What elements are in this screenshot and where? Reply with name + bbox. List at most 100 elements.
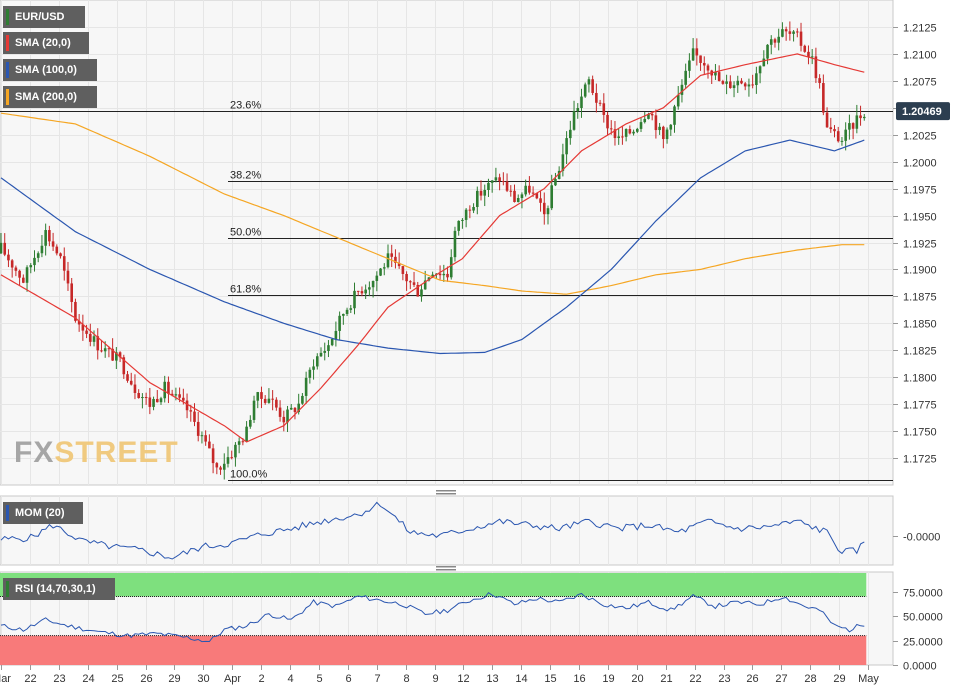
candle-body bbox=[457, 220, 460, 231]
candle-body bbox=[92, 336, 96, 342]
y-tick-label: 1.2075 bbox=[903, 77, 937, 89]
candle-body bbox=[122, 357, 126, 375]
candle-body bbox=[167, 381, 170, 394]
candle-body bbox=[773, 39, 777, 43]
candle-body bbox=[315, 356, 319, 367]
x-tick-label: 24 bbox=[82, 673, 94, 685]
x-tick-label: 29 bbox=[833, 673, 845, 685]
legend-sma100-label: SMA (100,0) bbox=[15, 64, 77, 76]
candle-body bbox=[394, 256, 397, 263]
candle-body bbox=[550, 185, 554, 209]
candle-body bbox=[591, 79, 594, 93]
candle-body bbox=[669, 124, 673, 130]
x-tick-label: 8 bbox=[403, 673, 409, 685]
candle-body bbox=[144, 397, 148, 399]
candle-body bbox=[412, 282, 416, 285]
legend-rsi[interactable]: RSI (14,70,30,1) bbox=[3, 578, 115, 600]
candle-body bbox=[643, 118, 647, 123]
candle-body bbox=[475, 190, 479, 207]
rsi-tick-label: 0.0000 bbox=[903, 661, 937, 673]
candle-body bbox=[129, 380, 133, 385]
candle-body bbox=[59, 253, 62, 257]
x-tick-label: 13 bbox=[486, 673, 498, 685]
legend-sma20[interactable]: SMA (20,0) bbox=[3, 32, 89, 54]
legend-sma200-label: SMA (200,0) bbox=[15, 91, 77, 103]
candle-body bbox=[751, 84, 754, 86]
rsi-overbought-zone bbox=[0, 573, 867, 597]
candle-body bbox=[96, 336, 100, 351]
x-tick-label: 21 bbox=[660, 673, 672, 685]
x-tick-label: 7 bbox=[374, 673, 380, 685]
splitter-handle-1b bbox=[436, 493, 456, 495]
splitter-handle-1a bbox=[436, 490, 456, 492]
candle-body bbox=[844, 129, 847, 141]
candle-body bbox=[438, 273, 442, 276]
legend-eurusd-label: EUR/USD bbox=[15, 11, 65, 23]
candle-body bbox=[509, 190, 513, 192]
candle-body bbox=[650, 113, 654, 116]
y-tick-label: 1.1975 bbox=[903, 185, 937, 197]
candle-body bbox=[22, 277, 25, 283]
rsi-line bbox=[0, 592, 865, 643]
candle-body bbox=[137, 392, 140, 399]
candle-body bbox=[836, 131, 840, 142]
candle-body bbox=[755, 73, 758, 86]
sma20-line bbox=[0, 53, 865, 443]
candle-body bbox=[89, 333, 92, 342]
candle-body bbox=[103, 348, 107, 352]
legend-mom[interactable]: MOM (20) bbox=[3, 502, 83, 524]
x-tick-label: 30 bbox=[197, 673, 209, 685]
candle-body bbox=[472, 206, 475, 211]
candle-body bbox=[717, 72, 721, 82]
y-tick-label: 1.1825 bbox=[903, 346, 937, 358]
x-tick-label: Apr bbox=[224, 673, 241, 685]
candle-body bbox=[364, 289, 367, 294]
legend-eurusd-swatch bbox=[6, 9, 9, 25]
candle-body bbox=[330, 338, 334, 346]
candle-body bbox=[639, 122, 643, 129]
candle-body bbox=[628, 129, 632, 134]
fib-label: 50.0% bbox=[230, 227, 261, 239]
legend-eurusd[interactable]: EUR/USD bbox=[3, 6, 85, 28]
legend-sma100[interactable]: SMA (100,0) bbox=[3, 59, 97, 81]
candle-body bbox=[263, 398, 267, 403]
candle-body bbox=[796, 31, 799, 33]
candle-body bbox=[818, 78, 821, 84]
candle-body bbox=[230, 457, 234, 459]
candle-body bbox=[70, 283, 73, 302]
candle-body bbox=[118, 352, 122, 358]
candle-body bbox=[293, 407, 297, 413]
legend-sma20-swatch bbox=[6, 35, 9, 51]
candle-body bbox=[204, 435, 207, 442]
candle-body bbox=[554, 178, 557, 186]
candle-body bbox=[829, 127, 833, 130]
candle-body bbox=[464, 209, 468, 220]
candle-body bbox=[572, 111, 576, 130]
candle-body bbox=[848, 123, 851, 130]
candle-body bbox=[159, 398, 163, 403]
candle-body bbox=[111, 348, 114, 361]
legend-sma20-label: SMA (20,0) bbox=[15, 37, 71, 49]
rsi-oversold-zone bbox=[0, 635, 867, 665]
candle-body bbox=[714, 72, 717, 76]
mom-panel-bg bbox=[0, 495, 894, 566]
candle-body bbox=[40, 245, 44, 254]
candle-body bbox=[416, 284, 420, 297]
candle-body bbox=[479, 190, 483, 196]
candle-body bbox=[487, 182, 490, 190]
candle-body bbox=[312, 366, 315, 370]
candle-body bbox=[62, 256, 66, 271]
candle-body bbox=[338, 315, 341, 331]
candle-body bbox=[368, 287, 371, 290]
candle-body bbox=[420, 289, 423, 297]
candle-body bbox=[379, 268, 382, 276]
candle-body bbox=[807, 51, 810, 58]
candle-body bbox=[676, 94, 680, 107]
fib-label: 100.0% bbox=[230, 469, 268, 481]
candle-body bbox=[658, 126, 661, 131]
candle-body bbox=[840, 140, 844, 142]
candle-body bbox=[442, 273, 446, 276]
x-tick-label: 25 bbox=[111, 673, 123, 685]
legend-sma200[interactable]: SMA (200,0) bbox=[3, 86, 97, 108]
candle-body bbox=[405, 273, 408, 282]
